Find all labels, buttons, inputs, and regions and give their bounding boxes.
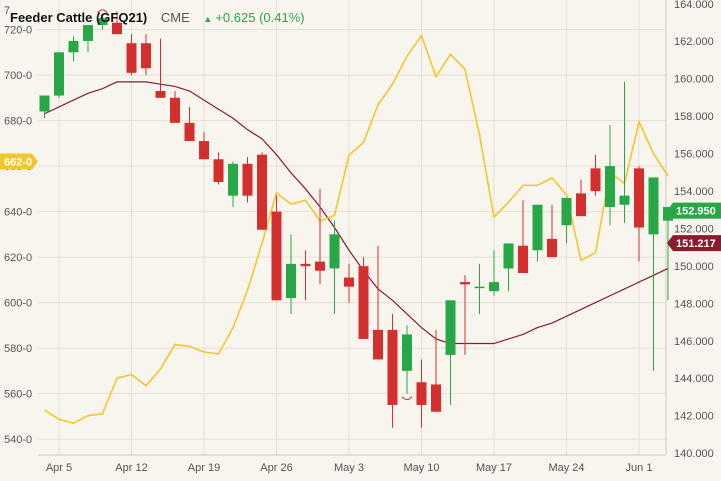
candle-body bbox=[54, 52, 64, 96]
left-tick-label-top: 7 bbox=[4, 5, 10, 17]
candle-body bbox=[547, 238, 557, 258]
candle-body bbox=[300, 263, 311, 267]
candle-body bbox=[431, 384, 441, 412]
right-tick-label: 140.000 bbox=[674, 448, 714, 460]
x-tick-label: May 3 bbox=[334, 462, 364, 474]
left-tick-label: 600-0 bbox=[4, 298, 32, 310]
candle-body bbox=[68, 40, 79, 53]
line-last-badge-text: 152.950 bbox=[676, 206, 716, 218]
right-tick-label: 162.000 bbox=[674, 36, 714, 48]
candle-body bbox=[184, 122, 195, 142]
price-change: ▲ +0.625 (0.41%) bbox=[203, 10, 304, 25]
candle-body bbox=[460, 282, 470, 285]
period-low-marker bbox=[401, 396, 413, 401]
candle-body bbox=[489, 282, 499, 292]
x-tick-label: Apr 12 bbox=[115, 462, 147, 474]
close-last-badge-text: 151.217 bbox=[676, 238, 716, 250]
candle-body bbox=[576, 193, 586, 217]
x-tick-label: Apr 5 bbox=[46, 462, 72, 474]
line-last-badge-shape bbox=[667, 202, 721, 219]
candle-body bbox=[474, 286, 485, 289]
candle-body bbox=[213, 159, 224, 182]
candle-body bbox=[126, 43, 137, 73]
left-tick-label: 640-0 bbox=[4, 207, 32, 219]
right-tick-label: 144.000 bbox=[674, 373, 714, 385]
right-tick-label: 156.000 bbox=[674, 149, 714, 161]
candle-body bbox=[155, 91, 166, 98]
candle-body bbox=[242, 163, 253, 196]
x-tick-label: May 10 bbox=[403, 462, 439, 474]
left-tick-label: 720-0 bbox=[4, 25, 32, 37]
ma-last-badge-shape bbox=[0, 153, 38, 170]
candle-body bbox=[344, 277, 354, 287]
ma-last-badge: 662-0 bbox=[0, 153, 38, 170]
x-tick-label: May 24 bbox=[548, 462, 584, 474]
symbol-title: Feeder Cattle (GFQ21) bbox=[10, 10, 148, 25]
right-tick-label: 154.000 bbox=[674, 186, 714, 198]
candle-body bbox=[228, 163, 238, 196]
candle-body bbox=[97, 18, 108, 26]
candle-body bbox=[373, 329, 383, 360]
candle-body bbox=[561, 197, 572, 226]
spread-line bbox=[44, 33, 669, 425]
candle-body bbox=[663, 207, 673, 221]
right-tick-label: 160.000 bbox=[674, 74, 714, 86]
right-tick-label: 146.000 bbox=[674, 336, 714, 348]
close-last-badge: 151.217 bbox=[667, 235, 721, 252]
close-last-badge-shape bbox=[667, 235, 721, 252]
ma-last-badge-text: 662-0 bbox=[4, 157, 32, 169]
candle-body bbox=[39, 95, 50, 112]
right-tick-label: 148.000 bbox=[674, 298, 714, 310]
left-tick-label: 700-0 bbox=[4, 70, 32, 82]
x-tick-label: Apr 26 bbox=[260, 462, 292, 474]
left-tick-label: 580-0 bbox=[4, 343, 32, 355]
candle-body bbox=[648, 177, 659, 235]
period-high-marker bbox=[97, 9, 108, 14]
left-tick-label: 620-0 bbox=[4, 252, 32, 264]
candle-body bbox=[83, 25, 93, 41]
candle-body bbox=[634, 168, 644, 228]
candle-body bbox=[402, 334, 412, 371]
candle-body bbox=[445, 300, 456, 355]
candle-body bbox=[590, 168, 601, 192]
right-tick-label: 164.000 bbox=[674, 0, 714, 11]
left-tick-label: 680-0 bbox=[4, 116, 32, 128]
moving-average-line bbox=[44, 81, 669, 345]
right-tick-label: 158.000 bbox=[674, 111, 714, 123]
line-last-badge: 152.950 bbox=[667, 202, 721, 219]
x-tick-label: Jun 1 bbox=[626, 462, 653, 474]
candle-body bbox=[170, 97, 180, 123]
left-tick-label: 560-0 bbox=[4, 389, 32, 401]
candle-body bbox=[619, 195, 630, 205]
candle-body bbox=[605, 166, 615, 208]
right-tick-label: 142.000 bbox=[674, 411, 714, 423]
candle-body bbox=[112, 22, 122, 35]
candle-body bbox=[387, 329, 398, 405]
candle-body bbox=[199, 141, 209, 160]
candle-body bbox=[271, 211, 282, 301]
right-tick-label: 150.000 bbox=[674, 261, 714, 273]
x-tick-label: Apr 19 bbox=[188, 462, 220, 474]
candle-body bbox=[532, 204, 543, 251]
candle-body bbox=[416, 382, 427, 405]
candle-body bbox=[518, 245, 528, 273]
candle-body bbox=[257, 154, 267, 230]
price-change-value: +0.625 (0.41%) bbox=[215, 10, 305, 25]
x-tick-label: May 17 bbox=[476, 462, 512, 474]
candle-body bbox=[358, 266, 369, 339]
candle-body bbox=[315, 261, 325, 271]
candle-body bbox=[503, 243, 514, 269]
up-triangle-icon: ▲ bbox=[203, 14, 213, 24]
candle-body bbox=[329, 234, 340, 269]
candle-body bbox=[141, 43, 151, 69]
exchange-label: CME bbox=[160, 10, 190, 25]
chart-header: Feeder Cattle (GFQ21) CME ▲ +0.625 (0.41%… bbox=[10, 10, 305, 25]
right-tick-label: 152.000 bbox=[674, 223, 714, 235]
candle-body bbox=[286, 263, 296, 299]
left-tick-label: 540-0 bbox=[4, 434, 32, 446]
